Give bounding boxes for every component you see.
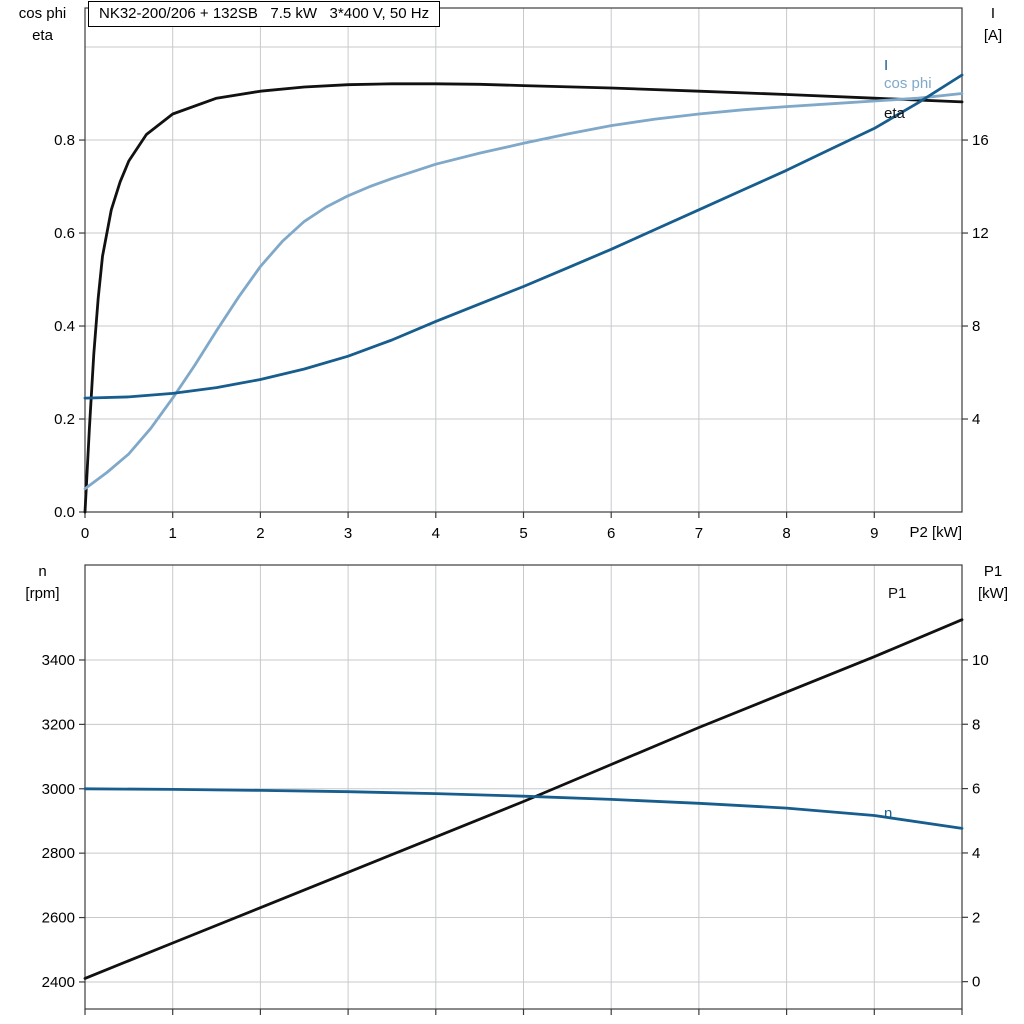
- right-axis-title-top-chart: I [A]: [962, 3, 1024, 47]
- left-axis-tick-label: 0.6: [54, 225, 75, 242]
- x-axis-tick-label: 0: [81, 525, 89, 542]
- x-axis-tick-label: 4: [432, 525, 440, 542]
- x-axis-tick-label: 9: [870, 525, 878, 542]
- left-axis-title-line1: cos phi: [18, 5, 67, 22]
- curve-label-cos-phi: cos phi: [884, 75, 932, 92]
- curve-label-I: I: [884, 57, 888, 74]
- left-axis-title-line2: eta: [32, 27, 53, 44]
- left-axis-tick-label: 2400: [42, 974, 75, 991]
- left-axis-title-line1: n: [38, 563, 47, 580]
- x-axis-title-top-chart: P2 [kW]: [909, 524, 962, 541]
- left-axis-tick-label: 0.8: [54, 132, 75, 149]
- right-axis-tick-label: 4: [972, 845, 980, 862]
- left-axis-tick-label: 2800: [42, 845, 75, 862]
- left-axis-tick-label: 3400: [42, 652, 75, 669]
- x-axis-tick-label: 1: [169, 525, 177, 542]
- x-axis-tick-label: 5: [519, 525, 527, 542]
- right-axis-title-line1: I: [990, 5, 996, 22]
- series-n: [83, 787, 964, 830]
- x-axis-tick-label: 2: [256, 525, 264, 542]
- left-axis-title-line2: [rpm]: [25, 585, 60, 602]
- right-axis-title-line2: [kW]: [978, 585, 1008, 602]
- right-axis-title-line1: P1: [983, 563, 1003, 580]
- left-axis-tick-label: 2600: [42, 910, 75, 927]
- right-axis-tick-label: 8: [972, 318, 980, 335]
- x-axis-tick-label: 8: [782, 525, 790, 542]
- left-axis-title-top-chart: cos phi eta: [0, 3, 85, 47]
- right-axis-tick-label: 2: [972, 909, 980, 926]
- right-axis-title-bottom-chart: P1 [kW]: [962, 561, 1024, 605]
- x-axis-tick-label: 7: [695, 525, 703, 542]
- left-axis-tick-label: 3000: [42, 781, 75, 798]
- curve-label-P1: P1: [888, 585, 906, 602]
- right-axis-title-line2: [A]: [983, 27, 1003, 44]
- left-axis-title-bottom-chart: n [rpm]: [0, 561, 85, 605]
- curve-label-n: n: [884, 805, 892, 822]
- chart-title-box: NK32-200/206 + 132SB 7.5 kW 3*400 V, 50 …: [88, 1, 441, 27]
- right-axis-tick-label: 12: [972, 225, 989, 242]
- series-I: [83, 73, 964, 400]
- series-cos-phi: [83, 92, 964, 491]
- left-axis-tick-label: 3200: [42, 716, 75, 733]
- right-axis-tick-label: 16: [972, 132, 989, 149]
- left-axis-tick-label: 0.4: [54, 318, 75, 335]
- left-axis-tick-label: 0.0: [54, 504, 75, 521]
- right-axis-tick-label: 6: [972, 781, 980, 798]
- curve-label-eta: eta: [884, 105, 906, 122]
- right-axis-tick-label: 10: [972, 652, 989, 669]
- right-axis-tick-label: 4: [972, 411, 980, 428]
- x-axis-tick-label: 6: [607, 525, 615, 542]
- series-eta: [83, 82, 964, 514]
- right-axis-tick-label: 0: [972, 974, 980, 991]
- right-axis-tick-label: 8: [972, 716, 980, 733]
- series-P1: [83, 618, 964, 980]
- left-axis-tick-label: 0.2: [54, 411, 75, 428]
- x-axis-tick-label: 3: [344, 525, 352, 542]
